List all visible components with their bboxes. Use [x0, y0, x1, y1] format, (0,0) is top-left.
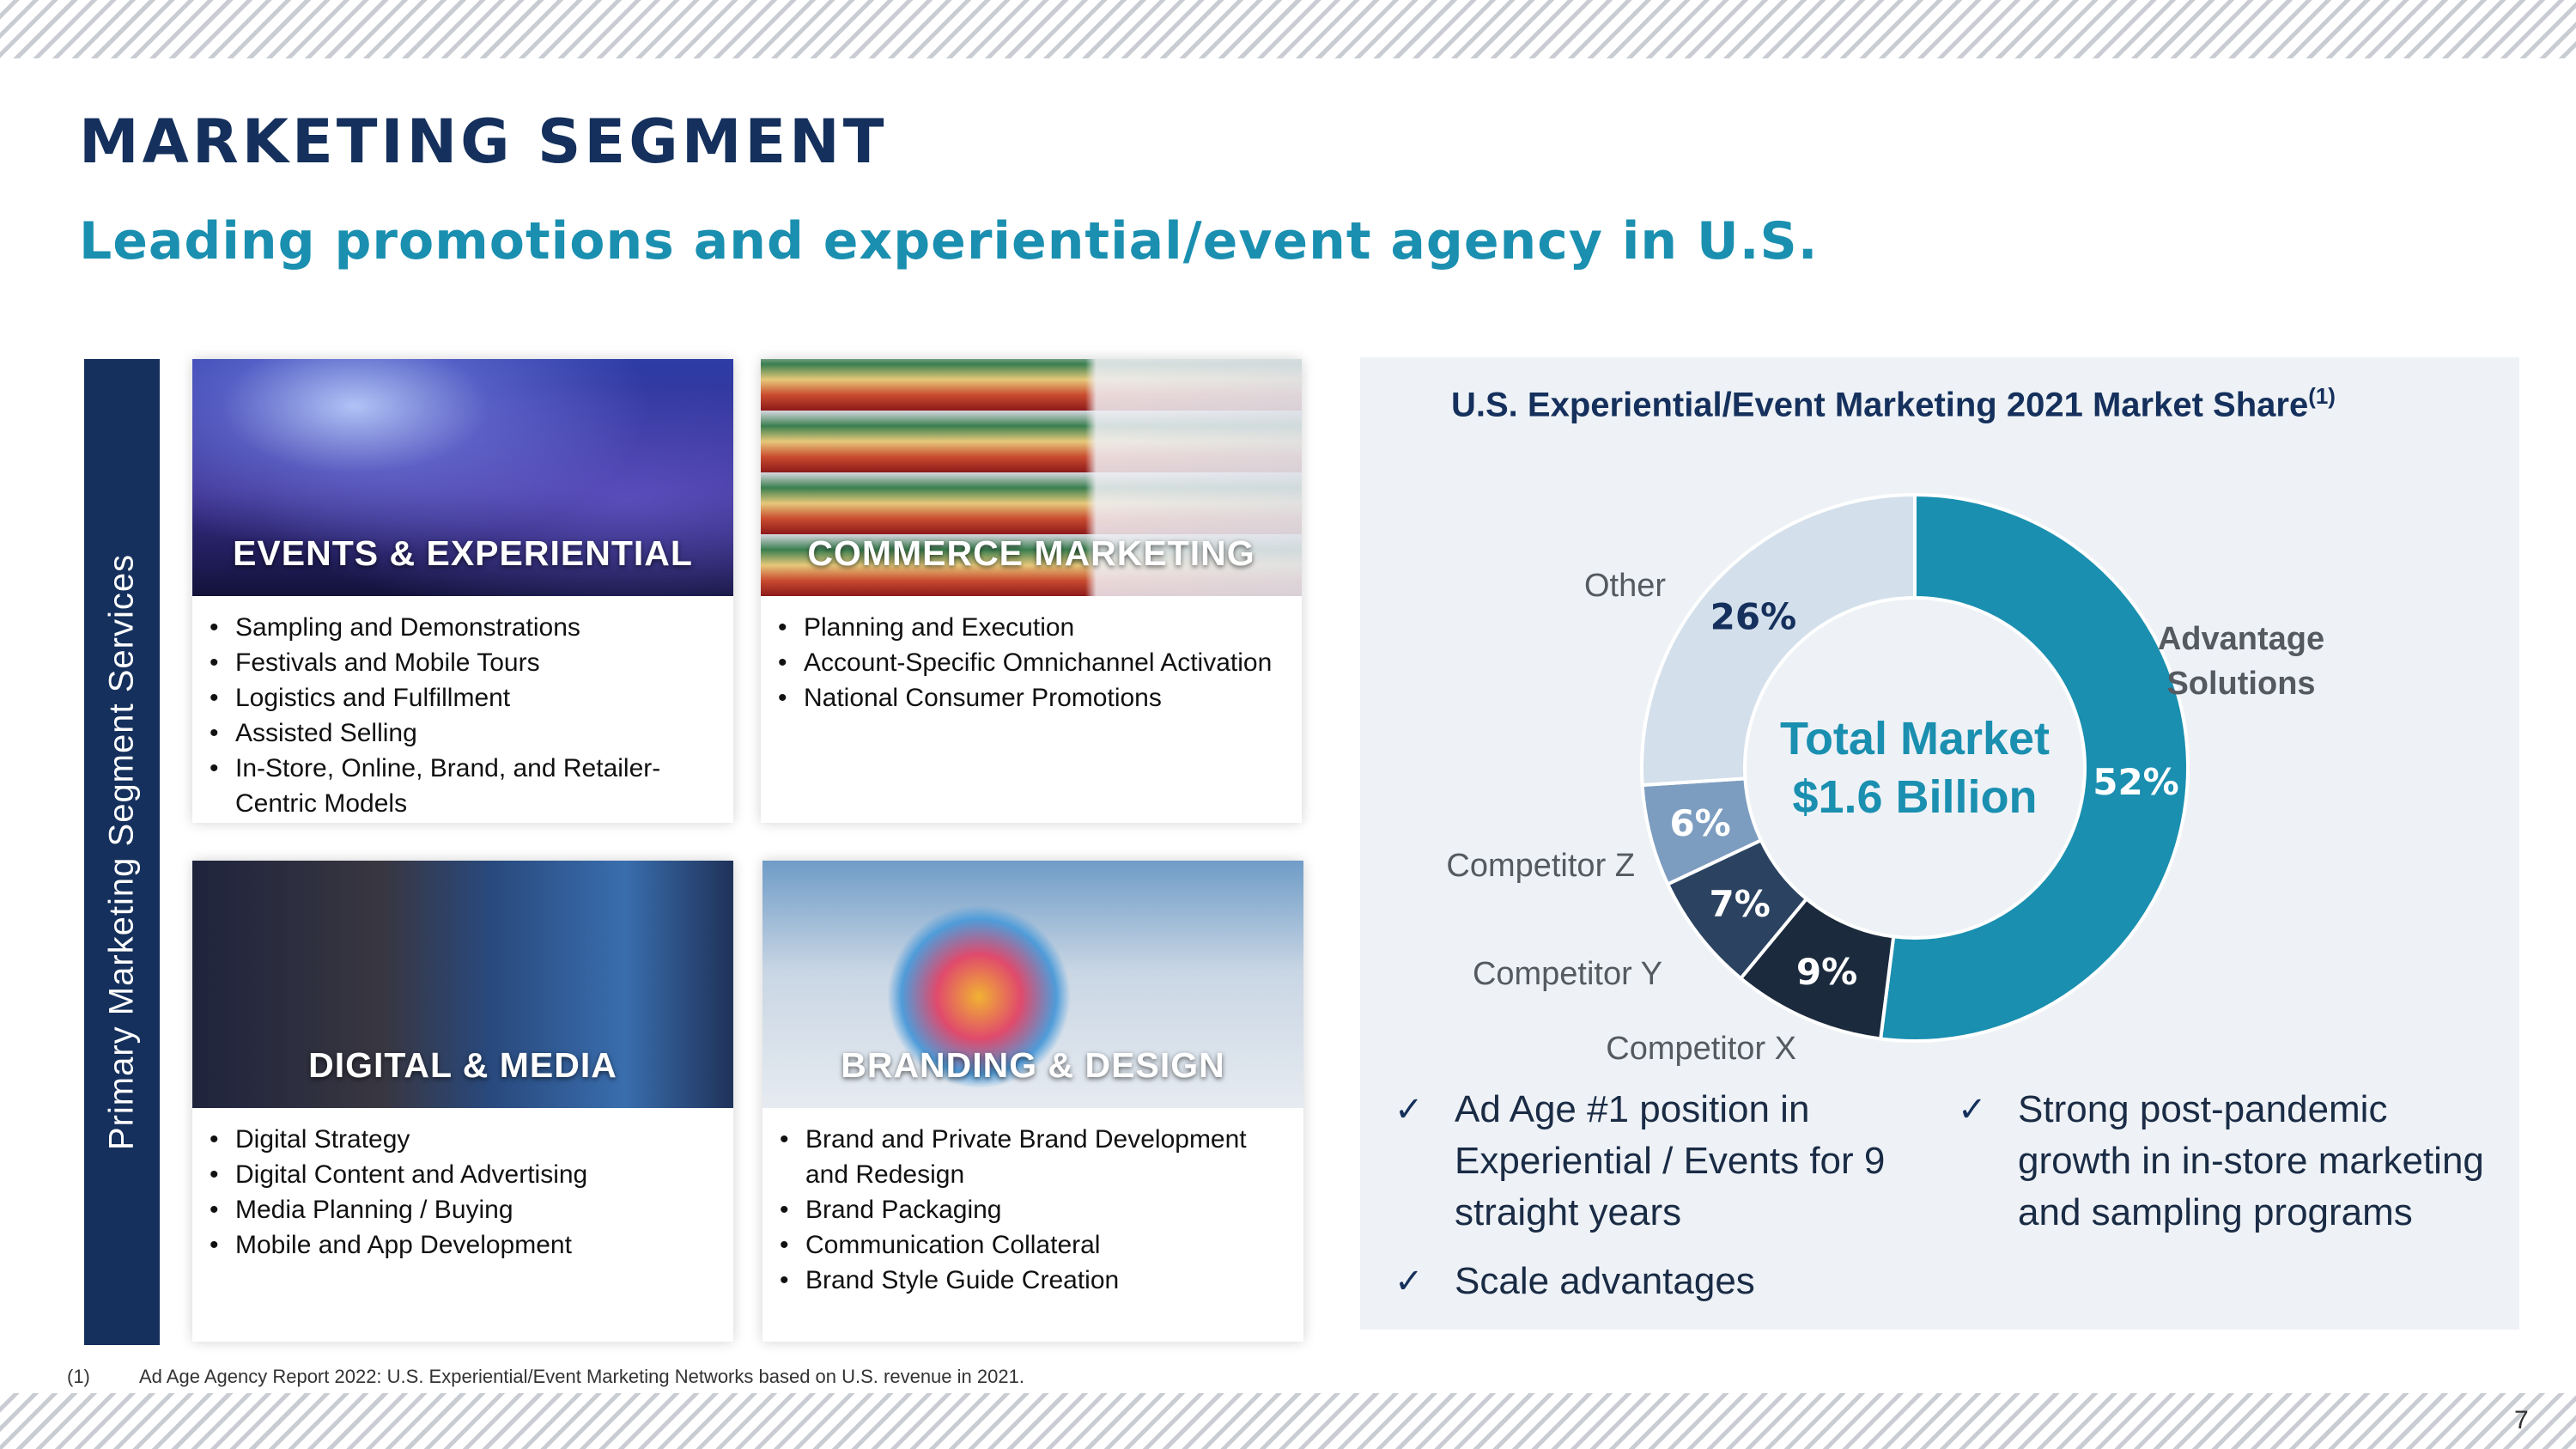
page-number: 7 [2514, 1406, 2529, 1434]
list-item: Sampling and Demonstrations [210, 610, 716, 645]
list-item: Account-Specific Omnichannel Activation [778, 645, 1285, 680]
list-item: Festivals and Mobile Tours [210, 645, 716, 680]
footnote: (1) Ad Age Agency Report 2022: U.S. Exper… [67, 1366, 1024, 1388]
list-item: Mobile and App Development [210, 1227, 716, 1263]
donut-slice-other [1640, 492, 1917, 788]
highlight-text: Strong post-pandemic growth in in-store … [2018, 1088, 2484, 1233]
list-item: Assisted Selling [210, 715, 716, 751]
highlights-left: ✓ Ad Age #1 position in Experiential / E… [1394, 1084, 1944, 1324]
list-item: Brand Packaging [780, 1192, 1286, 1227]
slice-value-label: 26% [1710, 595, 1797, 637]
checkmark-icon: ✓ [1958, 1090, 1987, 1129]
service-list-events: Sampling and Demonstrations Festivals an… [192, 610, 733, 821]
list-item: Digital Content and Advertising [210, 1157, 716, 1192]
highlight-item: ✓ Ad Age #1 position in Experiential / E… [1394, 1084, 1944, 1239]
slice-name-label: Competitor Y [1473, 956, 1662, 992]
highlight-item: ✓ Strong post-pandemic growth in in-stor… [1958, 1084, 2490, 1239]
service-list-branding: Brand and Private Brand Development and … [762, 1122, 1303, 1298]
commerce-photo: COMMERCE MARKETING [761, 359, 1302, 596]
list-item: Communication Collateral [780, 1227, 1286, 1263]
list-item: National Consumer Promotions [778, 680, 1285, 715]
slice-name-label: Other [1584, 568, 1666, 604]
highlight-text: Ad Age #1 position in Experiential / Eve… [1455, 1088, 1886, 1233]
service-list-commerce: Planning and Execution Account-Specific … [761, 610, 1302, 715]
events-photo: EVENTS & EXPERIENTIAL [192, 359, 733, 596]
donut-slice-advantage-solutions [1878, 492, 2190, 1043]
list-item: Media Planning / Buying [210, 1192, 716, 1227]
footnote-number: (1) [67, 1366, 90, 1387]
highlight-text: Scale advantages [1455, 1260, 1755, 1302]
slice-value-label: 9% [1796, 951, 1857, 993]
donut-center-value: $1.6 Billion [1792, 771, 2037, 823]
list-item: Planning and Execution [778, 610, 1285, 645]
slice-name-label: Competitor X [1606, 1031, 1796, 1067]
service-card-digital: DIGITAL & MEDIA Digital Strategy Digital… [192, 861, 733, 1342]
list-item: Brand Style Guide Creation [780, 1263, 1286, 1298]
slice-value-label: 52% [2093, 761, 2179, 803]
top-stripe-band [0, 0, 2576, 58]
slice-value-label: 6% [1669, 802, 1730, 844]
slice-value-label: 7% [1709, 883, 1770, 925]
service-card-commerce: COMMERCE MARKETING Planning and Executio… [761, 359, 1302, 823]
digital-photo: DIGITAL & MEDIA [192, 861, 733, 1108]
page-subtitle: Leading promotions and experiential/even… [79, 211, 1819, 271]
service-list-digital: Digital Strategy Digital Content and Adv… [192, 1122, 733, 1263]
chart-title: U.S. Experiential/Event Marketing 2021 M… [1451, 383, 2336, 424]
service-card-caption: BRANDING & DESIGN [841, 1045, 1225, 1085]
chart-title-footnote-ref: (1) [2308, 383, 2336, 409]
list-item: Logistics and Fulfillment [210, 680, 716, 715]
checkmark-icon: ✓ [1394, 1262, 1424, 1301]
sidebar-band [84, 359, 160, 1345]
footnote-text: Ad Age Agency Report 2022: U.S. Experien… [139, 1366, 1024, 1387]
slice-name-label: Competitor Z [1446, 848, 1635, 884]
sidebar-label: Primary Marketing Segment Services [102, 553, 141, 1151]
service-card-caption: DIGITAL & MEDIA [308, 1045, 617, 1085]
service-card-events: EVENTS & EXPERIENTIAL Sampling and Demon… [192, 359, 733, 823]
branding-photo: BRANDING & DESIGN [762, 861, 1303, 1108]
list-item: Digital Strategy [210, 1122, 716, 1157]
service-card-caption: EVENTS & EXPERIENTIAL [233, 533, 693, 573]
market-share-donut-chart: 52% Advantage Solutions 9% Competitor X 7% Com… [1446, 492, 2324, 1067]
highlight-item: ✓ Scale advantages [1394, 1256, 1944, 1307]
list-item: Brand and Private Brand Development and … [780, 1122, 1286, 1192]
service-card-branding: BRANDING & DESIGN Brand and Private Bran… [762, 861, 1303, 1342]
chart-title-text: U.S. Experiential/Event Marketing 2021 M… [1451, 386, 2309, 424]
highlights-right: ✓ Strong post-pandemic growth in in-stor… [1958, 1084, 2490, 1256]
bottom-stripe-band [0, 1393, 2576, 1449]
service-card-caption: COMMERCE MARKETING [807, 533, 1255, 573]
slice-name-label: Advantage Solutions [2158, 621, 2324, 702]
donut-center-label: Total Market [1780, 713, 2050, 764]
page-title: MARKETING SEGMENT [79, 107, 888, 177]
list-item: In-Store, Online, Brand, and Retailer-Ce… [210, 751, 716, 821]
checkmark-icon: ✓ [1394, 1090, 1424, 1129]
